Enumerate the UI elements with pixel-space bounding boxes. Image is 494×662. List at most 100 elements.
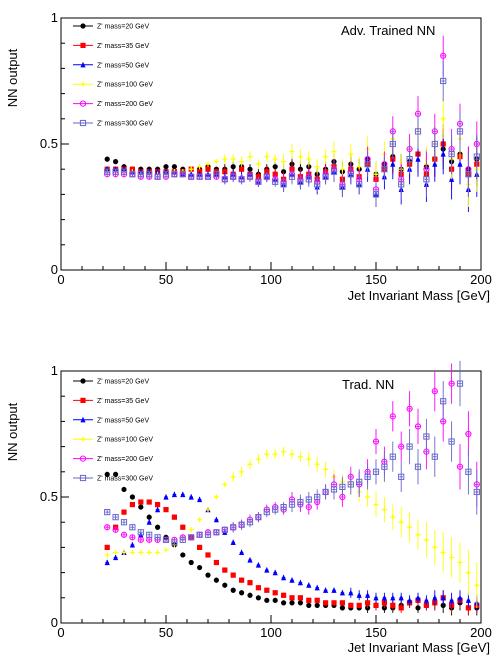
data-point <box>104 524 111 531</box>
data-point <box>104 559 110 566</box>
data-point <box>104 471 110 477</box>
data-point <box>288 173 296 180</box>
data-point <box>272 156 278 162</box>
data-point <box>264 566 270 573</box>
data-point <box>180 552 186 558</box>
data-point <box>213 171 220 178</box>
data-point <box>222 567 228 573</box>
data-point <box>414 463 422 470</box>
data-point <box>414 423 422 430</box>
data-point <box>230 173 237 180</box>
legend-entry: Z' mass=300 GeV <box>73 119 153 128</box>
data-point <box>230 156 236 162</box>
series-3 <box>104 446 480 608</box>
data-point <box>222 582 228 588</box>
data-point <box>348 602 354 608</box>
data-point <box>457 559 463 566</box>
legend-entry: Z' mass=35 GeV <box>73 397 149 405</box>
data-point <box>264 154 270 160</box>
data-point <box>188 559 194 566</box>
data-point <box>398 605 404 611</box>
data-point <box>230 587 236 593</box>
data-point <box>281 574 287 581</box>
data-point <box>415 594 421 601</box>
axes-ticks: 0 50 100 150 200 0 0.5 1 <box>40 10 492 287</box>
data-point <box>407 524 413 530</box>
data-point <box>323 154 329 160</box>
data-point <box>347 171 354 178</box>
legend-label: Z' mass=20 GeV <box>97 24 149 31</box>
legend-entry: Z' mass=100 GeV <box>73 81 153 89</box>
data-point <box>272 164 278 170</box>
data-point <box>381 594 387 601</box>
x-axis-title: Jet Invariant Mass [GeV] <box>348 288 490 303</box>
data-point <box>390 602 396 608</box>
data-point <box>230 539 236 545</box>
x-tick-label: 0 <box>57 272 64 287</box>
data-point <box>205 161 211 167</box>
y-tick-label: 0.5 <box>40 489 58 504</box>
data-point <box>448 380 455 387</box>
data-point <box>365 494 371 500</box>
data-point <box>339 600 345 606</box>
series-1 <box>104 499 480 616</box>
data-point <box>112 514 119 521</box>
x-tick-label: 200 <box>470 272 492 287</box>
axes-ticks: 0 50 100 150 200 0 0.5 1 <box>40 363 492 640</box>
data-point <box>188 534 195 541</box>
data-point <box>440 77 447 85</box>
data-point <box>297 600 303 606</box>
legend-label: Z' mass=50 GeV <box>97 62 149 69</box>
data-point <box>197 544 203 550</box>
data-point <box>188 527 194 533</box>
data-point <box>120 519 128 526</box>
data-point <box>364 473 371 480</box>
legend-entry: Z' mass=300 GeV <box>73 474 153 483</box>
data-point <box>272 506 279 513</box>
y-axis-title: NN output <box>5 48 20 107</box>
data-point <box>129 541 135 548</box>
data-point <box>246 519 254 526</box>
data-point <box>205 552 211 558</box>
data-point <box>289 600 295 606</box>
y-axis-title: NN output <box>5 402 20 461</box>
y-tick-label: 0.5 <box>40 136 58 151</box>
data-point <box>171 514 177 520</box>
legend-entry: Z' mass=50 GeV <box>73 61 149 69</box>
data-point <box>230 572 236 578</box>
data-point <box>146 519 152 525</box>
data-point <box>465 468 472 475</box>
data-point <box>272 590 278 596</box>
data-point <box>372 468 380 475</box>
data-point <box>255 161 261 167</box>
legend-entry: Z' mass=50 GeV <box>73 416 149 424</box>
legend-label: Z' mass=50 GeV <box>97 417 149 424</box>
data-point <box>431 453 438 460</box>
data-point <box>263 173 270 180</box>
x-tick-label: 100 <box>260 625 282 640</box>
data-point <box>306 597 312 603</box>
data-point <box>347 481 354 488</box>
data-point <box>390 514 396 520</box>
data-point <box>449 554 455 561</box>
data-point <box>255 585 261 591</box>
data-point <box>112 526 119 533</box>
data-point <box>465 570 471 576</box>
series-5 <box>104 360 480 546</box>
legend-marker <box>80 81 86 87</box>
data-point <box>155 168 161 175</box>
x-tick-label: 150 <box>365 272 387 287</box>
legend-label: Z' mass=200 GeV <box>97 101 153 108</box>
data-point <box>129 534 136 541</box>
data-point <box>155 549 161 556</box>
data-point <box>323 587 329 593</box>
data-point <box>389 413 396 420</box>
data-point <box>448 150 455 158</box>
data-point <box>373 594 379 601</box>
y-tick-label: 0 <box>51 615 58 630</box>
data-point <box>297 579 303 586</box>
data-point <box>364 161 371 168</box>
legend-marker <box>80 61 86 68</box>
data-point <box>247 556 253 563</box>
data-point <box>104 509 111 516</box>
